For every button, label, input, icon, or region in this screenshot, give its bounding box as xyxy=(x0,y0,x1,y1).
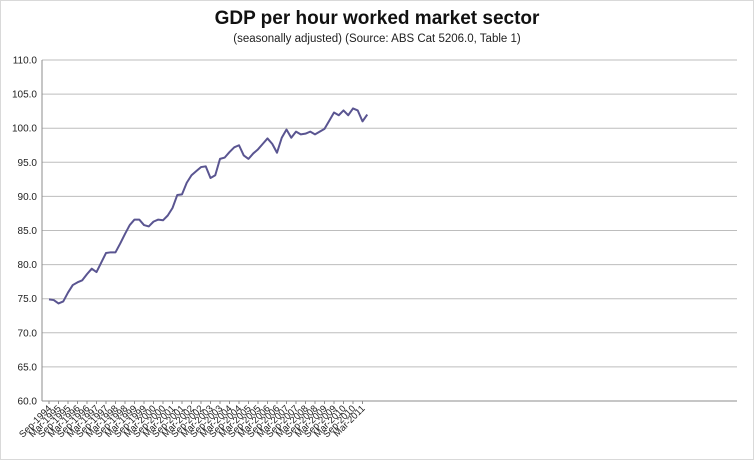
data-point xyxy=(119,242,122,245)
data-point xyxy=(52,298,55,301)
data-point xyxy=(228,150,231,153)
data-point xyxy=(290,136,293,139)
chart-title: GDP per hour worked market sector xyxy=(214,8,540,29)
data-point xyxy=(81,279,84,282)
data-point xyxy=(180,193,183,196)
data-point xyxy=(90,267,93,270)
y-tick-label: 95.0 xyxy=(18,158,38,169)
data-point xyxy=(209,176,212,179)
y-tick-label: 80.0 xyxy=(18,260,38,271)
series-line xyxy=(48,107,369,305)
chart-subtitle: (seasonally adjusted) (Source: ABS Cat 5… xyxy=(233,33,521,45)
y-tick-label: 90.0 xyxy=(18,192,38,203)
data-point xyxy=(337,114,340,117)
data-point xyxy=(347,114,350,117)
data-point xyxy=(223,156,226,159)
data-point xyxy=(185,181,188,184)
data-point xyxy=(71,283,74,286)
y-tick-label: 65.0 xyxy=(18,362,38,373)
x-axis-ticks: Sep-1994Mar-1995Sep-1995Mar-1996Sep-1996… xyxy=(17,401,368,440)
data-point xyxy=(204,165,207,168)
data-point xyxy=(195,170,198,173)
data-point xyxy=(218,157,221,160)
data-point xyxy=(109,251,112,254)
data-point xyxy=(100,261,103,264)
data-point xyxy=(66,291,69,294)
series-group xyxy=(47,107,369,305)
data-point xyxy=(152,220,155,223)
data-point xyxy=(271,142,274,145)
data-point xyxy=(252,152,255,155)
data-point xyxy=(309,130,312,133)
data-point xyxy=(266,137,269,140)
data-point xyxy=(356,109,359,112)
data-point xyxy=(161,219,164,222)
data-point xyxy=(123,232,126,235)
y-tick-label: 75.0 xyxy=(18,294,38,305)
data-point xyxy=(342,109,345,112)
data-point xyxy=(242,154,245,157)
data-point xyxy=(190,174,193,177)
data-point xyxy=(233,146,236,149)
data-point xyxy=(361,120,364,123)
data-point xyxy=(285,128,288,131)
data-point xyxy=(62,300,65,303)
data-point xyxy=(214,174,217,177)
data-point xyxy=(294,130,297,133)
y-axis-ticks: 60.0 65.0 70.0 75.0 80.0 85.0 90.0 95.0 100.0 105… xyxy=(12,56,37,408)
data-point xyxy=(104,251,107,254)
y-tick-label: 60.0 xyxy=(18,397,38,408)
data-point xyxy=(142,223,145,226)
data-point xyxy=(47,298,50,301)
data-point xyxy=(328,119,331,122)
data-point xyxy=(318,130,321,133)
data-point xyxy=(176,193,179,196)
data-point xyxy=(323,127,326,130)
gridlines xyxy=(41,59,737,402)
data-point xyxy=(332,111,335,114)
data-point xyxy=(237,144,240,147)
y-tick-label: 85.0 xyxy=(18,226,38,237)
y-tick-label: 70.0 xyxy=(18,328,38,339)
data-point xyxy=(57,302,60,305)
data-point xyxy=(85,273,88,276)
data-point xyxy=(261,142,264,145)
data-point xyxy=(256,148,259,151)
data-point xyxy=(304,132,307,135)
data-point xyxy=(95,271,98,274)
data-point xyxy=(128,223,131,226)
data-point xyxy=(147,225,150,228)
data-point xyxy=(247,157,250,160)
data-point xyxy=(138,218,141,221)
data-point xyxy=(76,281,79,284)
y-tick-label: 105.0 xyxy=(12,90,37,101)
data-point xyxy=(133,218,136,221)
data-point xyxy=(313,133,316,136)
data-point xyxy=(299,133,302,136)
data-point xyxy=(275,151,278,154)
data-point xyxy=(171,206,174,209)
data-point xyxy=(166,214,169,217)
data-point xyxy=(351,107,354,110)
y-tick-label: 100.0 xyxy=(12,124,37,135)
data-point xyxy=(114,251,117,254)
y-tick-label: 110.0 xyxy=(13,56,38,67)
data-point xyxy=(157,218,160,221)
data-point xyxy=(280,136,283,139)
data-point xyxy=(366,113,369,116)
data-point xyxy=(199,165,202,168)
